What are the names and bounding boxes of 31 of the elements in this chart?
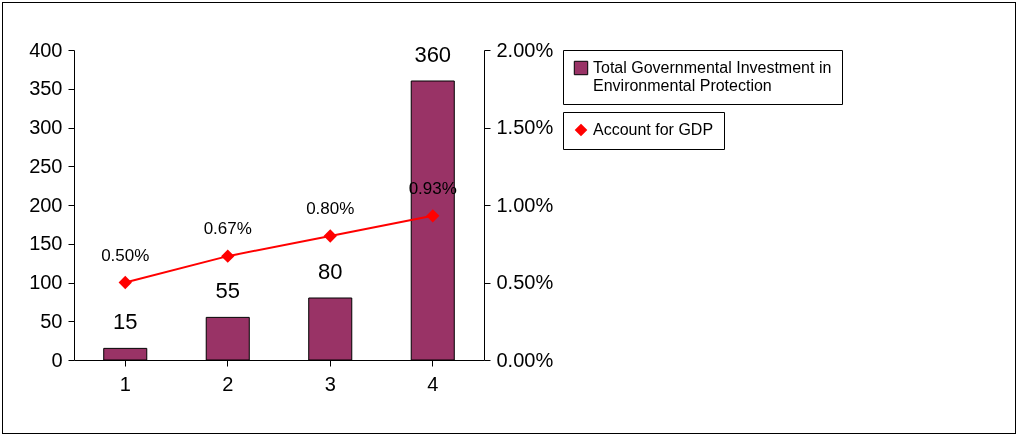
data-label: 15 — [113, 309, 138, 335]
data-label: 0.80% — [306, 199, 355, 218]
y2-tick-label: 1.00% — [496, 193, 554, 216]
y-tick-label: 50 — [40, 309, 63, 332]
y-tick-label: 0 — [51, 348, 63, 371]
x-tick-label: 1 — [119, 372, 131, 395]
y-tick-label: 150 — [29, 232, 63, 255]
y2-tick-label: 2.00% — [496, 38, 554, 61]
data-label: 0.67% — [203, 219, 252, 239]
data-label: 360 — [414, 42, 452, 67]
x-tick-label: 4 — [427, 372, 439, 395]
y-tick-label: 350 — [29, 77, 63, 100]
x-tick-label: 2 — [222, 372, 234, 395]
point — [426, 209, 439, 223]
y-tick-label: 200 — [29, 193, 63, 216]
point — [324, 229, 337, 243]
data-label: 55 — [215, 278, 240, 304]
y-tick-label: 300 — [29, 116, 63, 138]
point — [221, 249, 234, 263]
legend-label: Account for GDP — [593, 121, 714, 138]
y2-tick-label: 0.00% — [496, 348, 554, 371]
y2-tick-label: 1.50% — [496, 116, 554, 138]
y-tick-label: 400 — [29, 38, 63, 61]
legend-label: Total Governmental Investment in Environmental Protection — [593, 59, 832, 94]
data-label: 80 — [318, 259, 343, 284]
y-tick-label: 100 — [29, 271, 63, 293]
y-tick-label: 250 — [29, 154, 63, 177]
x-tick-label: 3 — [324, 372, 336, 395]
data-label: 0.50% — [101, 245, 150, 265]
y2-tick-label: 0.50% — [496, 271, 554, 293]
point — [119, 276, 132, 289]
